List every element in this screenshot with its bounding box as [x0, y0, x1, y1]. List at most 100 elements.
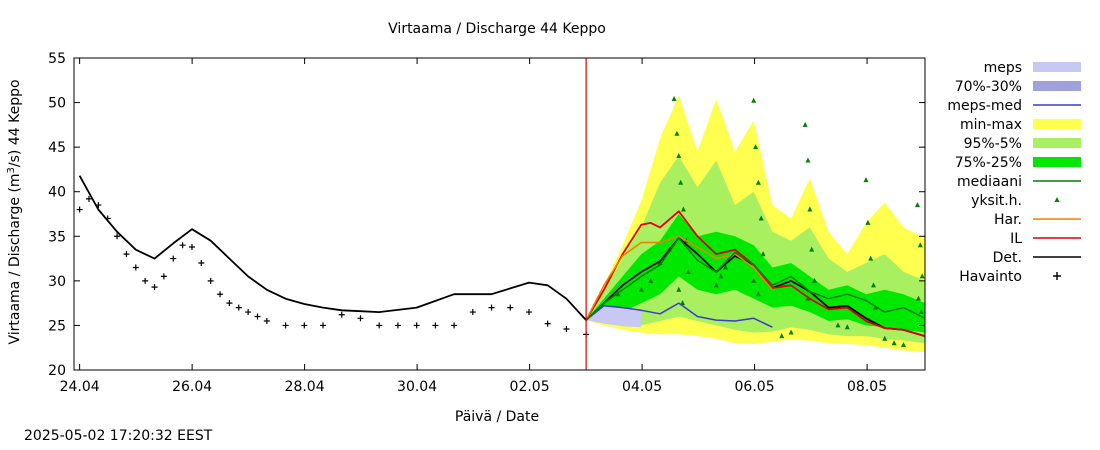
legend-label: 75%-25%: [955, 155, 1022, 171]
observation-point: [320, 322, 327, 329]
member-point: [805, 157, 811, 163]
member-point: [648, 277, 654, 283]
observation-point: [188, 243, 195, 250]
observation-point: [245, 309, 252, 316]
observation-point: [413, 322, 420, 329]
member-point: [865, 219, 871, 225]
observation-point: [357, 315, 364, 322]
observation-point: [217, 291, 224, 298]
member-point: [863, 177, 869, 183]
member-point: [755, 291, 761, 297]
member-point: [671, 96, 677, 102]
x-tick-label: 06.05: [735, 379, 775, 395]
observation-point: [142, 277, 149, 284]
observation-point: [151, 284, 158, 291]
y-tick-label: 25: [48, 318, 66, 334]
legend-label: yksit.h.: [971, 193, 1022, 209]
x-tick-label: 26.04: [172, 379, 212, 395]
member-point: [751, 97, 757, 103]
member-point: [915, 202, 921, 208]
member-point: [868, 255, 874, 261]
member-point: [755, 179, 761, 185]
observation-point: [544, 320, 551, 327]
x-tick-label: 24.04: [60, 379, 100, 395]
observation-point: [85, 195, 92, 202]
series-mediaani: [585, 237, 926, 321]
series-det-: [78, 175, 926, 337]
observation-point: [394, 322, 401, 329]
y-tick-label: 55: [48, 51, 66, 67]
legend-swatch: [1033, 81, 1081, 91]
observation-point: [170, 255, 177, 262]
member-point: [882, 335, 888, 341]
member-point: [678, 179, 684, 185]
legend-label: 95%-5%: [964, 136, 1022, 152]
member-point: [918, 309, 924, 315]
y-tick-label: 35: [48, 229, 66, 245]
member-point: [802, 121, 808, 127]
series-il: [585, 210, 926, 337]
plot-frame: [73, 57, 926, 371]
legend-swatch: [1053, 272, 1061, 280]
observation-point: [114, 233, 121, 240]
x-axis-label: Päivä / Date: [455, 409, 539, 425]
axes: 20 25 30 35 40 45 50 55 24.04 26.04 28.04 30.04 02.0…: [48, 51, 926, 395]
member-point: [680, 300, 686, 306]
observation-point: [132, 264, 139, 271]
observation-point: [488, 304, 495, 311]
observation-point: [338, 311, 345, 318]
observation-point: [226, 300, 233, 307]
legend-label: 70%-30%: [955, 79, 1022, 95]
y-tick-label: 20: [48, 363, 66, 379]
member-point: [779, 333, 785, 339]
legend-label: IL: [1010, 231, 1022, 247]
member-point: [915, 295, 921, 301]
member-point: [835, 322, 841, 328]
member-point: [812, 277, 818, 283]
member-point: [809, 246, 815, 252]
member-point: [807, 206, 813, 212]
member-point: [638, 286, 644, 292]
legend-label: min-max: [960, 117, 1022, 133]
series-meps-med: [585, 302, 773, 328]
band-meps: [586, 305, 642, 328]
legend-swatch: [1054, 197, 1060, 202]
member-point: [680, 206, 686, 212]
timestamp-footer: 2025-05-02 17:20:32 EEST: [24, 428, 213, 444]
observation-point: [451, 322, 458, 329]
legend-swatch: [1033, 138, 1081, 148]
observation-point: [376, 322, 383, 329]
legend-label: meps-med: [947, 98, 1022, 114]
legend: meps 70%-30% meps-med min-max 95%-5% 75%-25% m…: [947, 60, 1081, 285]
member-point: [676, 153, 682, 159]
member-point: [760, 251, 766, 257]
observation-point: [432, 322, 439, 329]
member-point: [891, 340, 897, 346]
y-tick-label: 50: [48, 96, 66, 112]
x-tick-label: 28.04: [285, 379, 325, 395]
observation-point: [123, 251, 130, 258]
legend-label: Har.: [994, 212, 1022, 228]
member-point: [900, 342, 906, 348]
observation-point: [301, 322, 308, 329]
legend-swatch: [1033, 62, 1081, 72]
observation-point: [76, 206, 83, 213]
observation-point: [254, 313, 261, 320]
member-point: [751, 277, 757, 283]
observation-point: [235, 304, 242, 311]
observation-point: [282, 322, 289, 329]
legend-swatch: [1033, 157, 1081, 167]
member-point: [676, 286, 682, 292]
legend-label: Det.: [993, 250, 1022, 266]
x-tick-label: 30.04: [397, 379, 437, 395]
observation-point: [207, 277, 214, 284]
observation-point: [507, 304, 514, 311]
plot-area: [76, 58, 926, 370]
member-point: [713, 282, 719, 288]
band-75%-25%: [586, 214, 925, 333]
x-tick-label: 02.05: [510, 379, 550, 395]
y-axis-label: Virtaama / Discharge (m3/s) 44 Keppo: [6, 79, 24, 344]
member-point: [788, 329, 794, 335]
chart-title: Virtaama / Discharge 44 Keppo: [388, 21, 606, 37]
member-point: [871, 282, 877, 288]
